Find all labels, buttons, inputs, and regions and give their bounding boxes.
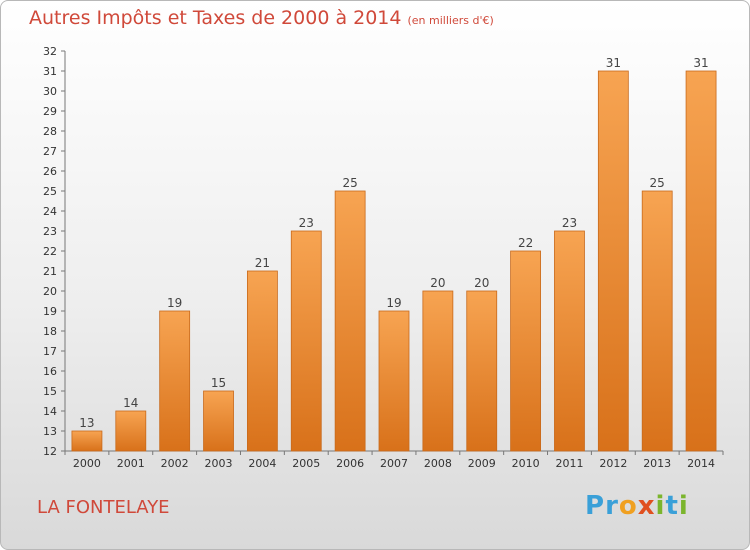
bar-2003 [203, 390, 234, 452]
logo-letter: t [665, 491, 679, 521]
bar-2011 [554, 230, 585, 452]
x-tick-label: 2005 [292, 457, 320, 470]
chart-title: Autres Impôts et Taxes de 2000 à 2014 (en… [29, 7, 494, 29]
x-tick-label: 2008 [424, 457, 452, 470]
data-labels: 13 14 19 15 21 23 25 19 20 20 22 23 31 25 31 [79, 56, 708, 430]
bar-2012 [597, 70, 629, 452]
x-tick-label: 2002 [161, 457, 189, 470]
data-label-2004: 21 [255, 256, 270, 270]
y-tick-label: 17 [43, 345, 57, 358]
data-label-2000: 13 [79, 416, 94, 430]
data-label-2013: 25 [650, 176, 665, 190]
data-label-2011: 23 [562, 216, 577, 230]
y-axis: 12 13 14 15 16 17 18 19 20 21 22 23 24 25 26 27 28 29 30 31… [43, 45, 66, 458]
y-tick-label: 16 [43, 365, 57, 378]
logo-letter: i [655, 491, 666, 521]
data-label-2001: 14 [123, 396, 138, 410]
logo-letter: x [637, 491, 656, 521]
bar-2001 [115, 410, 147, 452]
data-label-2008: 20 [430, 276, 445, 290]
y-tick-label: 22 [43, 245, 57, 258]
y-tick-label: 32 [43, 45, 57, 58]
x-tick-label: 2003 [205, 457, 233, 470]
data-label-2002: 19 [167, 296, 182, 310]
x-tick-label: 2010 [512, 457, 540, 470]
town-name: LA FONTELAYE [37, 497, 170, 518]
bar-2014 [685, 70, 717, 452]
data-label-2006: 25 [342, 176, 357, 190]
bar-2013 [641, 190, 673, 452]
logo-letter: o [618, 491, 638, 521]
x-tick-label: 2013 [643, 457, 671, 470]
bar-2007 [378, 310, 410, 452]
data-label-2010: 22 [518, 236, 533, 250]
data-label-2014: 31 [693, 56, 708, 70]
y-tick-label: 20 [43, 285, 57, 298]
y-tick-label: 18 [43, 325, 57, 338]
y-tick-label: 19 [43, 305, 57, 318]
y-tick-label: 15 [43, 385, 57, 398]
proxiti-logo[interactable]: Proxiti [585, 491, 689, 521]
y-tick-label: 26 [43, 165, 57, 178]
y-tick-label: 14 [43, 405, 57, 418]
y-tick-label: 24 [43, 205, 57, 218]
logo-letter: i [678, 491, 689, 521]
y-tick-label: 12 [43, 445, 57, 458]
x-tick-label: 2014 [687, 457, 715, 470]
x-tick-label: 2011 [555, 457, 583, 470]
x-tick-label: 2000 [73, 457, 101, 470]
bar-2002 [159, 310, 191, 452]
bar-2009 [466, 290, 498, 452]
data-label-2009: 20 [474, 276, 489, 290]
data-label-2012: 31 [606, 56, 621, 70]
chart-subtitle: (en milliers d'€) [407, 14, 494, 27]
bar-2000 [71, 430, 103, 452]
y-tick-label: 29 [43, 105, 57, 118]
logo-letter: P [585, 491, 606, 521]
y-tick-label: 13 [43, 425, 57, 438]
x-axis: 2000 2001 2002 2003 2004 2005 2006 2007 2008 2009… [64, 450, 724, 470]
logo-letter: r [605, 491, 619, 521]
data-label-2005: 23 [299, 216, 314, 230]
x-tick-label: 2007 [380, 457, 408, 470]
y-tick-label: 31 [43, 65, 57, 78]
bar-2008 [422, 290, 454, 452]
x-tick-label: 2009 [468, 457, 496, 470]
y-tick-label: 28 [43, 125, 57, 138]
y-tick-label: 21 [43, 265, 57, 278]
x-tick-label: 2004 [248, 457, 276, 470]
y-tick-label: 25 [43, 185, 57, 198]
y-tick-label: 27 [43, 145, 57, 158]
x-tick-label: 2012 [599, 457, 627, 470]
bar-2006 [334, 190, 366, 452]
bars [71, 70, 717, 452]
y-tick-label: 23 [43, 225, 57, 238]
x-tick-label: 2001 [117, 457, 145, 470]
bar-2004 [246, 270, 278, 452]
bar-2010 [510, 250, 542, 452]
x-tick-label: 2006 [336, 457, 364, 470]
data-label-2007: 19 [386, 296, 401, 310]
y-tick-label: 30 [43, 85, 57, 98]
data-label-2003: 15 [211, 376, 226, 390]
chart-title-text: Autres Impôts et Taxes de 2000 à 2014 [29, 7, 402, 29]
bar-2005 [290, 230, 322, 452]
